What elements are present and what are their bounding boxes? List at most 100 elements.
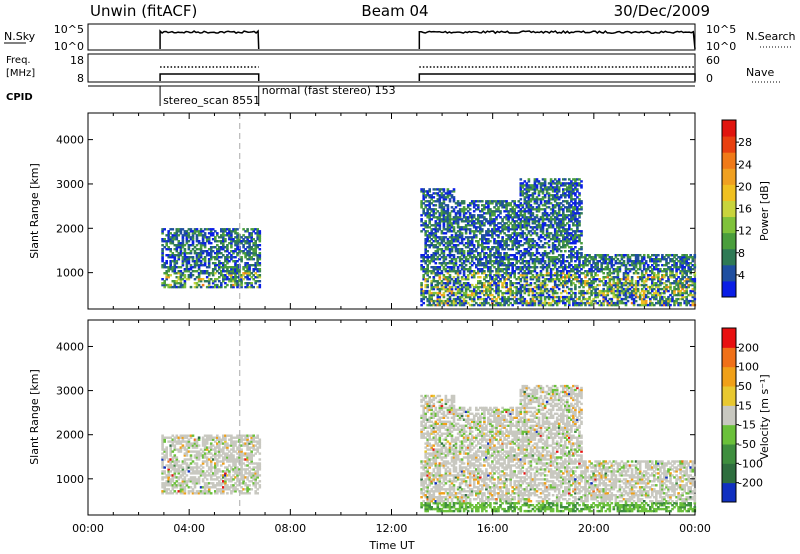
echo-cell — [570, 287, 573, 291]
echo-cell — [529, 258, 533, 261]
echo-cell — [624, 295, 628, 299]
echo-cell — [477, 226, 480, 229]
echo-cell — [470, 256, 474, 259]
echo-cell — [448, 194, 452, 197]
echo-cell — [481, 289, 484, 293]
echo-cell — [551, 190, 555, 193]
echo-cell — [252, 248, 255, 251]
echo-cell — [485, 274, 488, 277]
echo-cell — [420, 188, 423, 191]
echo-cell — [687, 276, 690, 279]
echo-cell — [442, 206, 446, 209]
echo-cell — [517, 266, 521, 269]
echo-cell — [475, 293, 478, 297]
echo-cell — [165, 272, 168, 275]
echo-cell — [640, 274, 644, 277]
echo-cell — [590, 256, 593, 259]
echo-cell — [242, 228, 245, 231]
echo-cell — [574, 200, 577, 203]
echo-cell — [244, 285, 247, 289]
echo-cell — [479, 303, 482, 307]
echo-cell — [513, 270, 516, 273]
echo-cell — [165, 480, 168, 483]
echo-cell — [529, 278, 533, 281]
echo-cell — [203, 262, 207, 265]
echo-cell — [189, 276, 193, 279]
echo-cell — [507, 276, 510, 279]
echo-cell — [448, 214, 452, 217]
echo-cell — [432, 234, 436, 237]
echo-cell — [495, 291, 498, 295]
echo-cell — [479, 214, 482, 217]
echo-cell — [673, 285, 676, 289]
echo-cell — [687, 301, 690, 305]
echo-cell — [622, 291, 626, 295]
echo-cell — [240, 282, 243, 285]
echo-cell — [499, 268, 502, 271]
echo-cell — [566, 256, 569, 259]
echo-cell — [600, 256, 603, 259]
echo-cell — [531, 222, 535, 225]
echo-cell — [689, 293, 692, 297]
echo-cell — [458, 214, 462, 217]
echo-cell — [543, 303, 547, 307]
echo-cell — [464, 228, 468, 231]
echo-cell — [640, 260, 644, 263]
echo-cell — [446, 214, 450, 217]
echo-cell — [568, 228, 571, 231]
echo-cell — [252, 244, 255, 247]
echo-cell — [452, 254, 456, 257]
echo-cell — [169, 440, 172, 443]
echo-cell — [477, 206, 480, 209]
echo-cell — [683, 256, 686, 259]
echo-cell — [527, 208, 531, 211]
echo-cell — [562, 276, 565, 279]
echo-cell — [475, 204, 478, 207]
echo-cell — [497, 285, 500, 289]
echo-cell — [616, 282, 620, 285]
echo-cell — [444, 258, 448, 261]
echo-cell — [576, 222, 579, 225]
echo-cell — [179, 232, 183, 235]
echo-cell — [642, 258, 646, 261]
echo-cell — [497, 276, 500, 279]
echo-cell — [673, 282, 676, 285]
echo-cell — [564, 182, 567, 185]
echo-cell — [444, 196, 448, 199]
echo-cell — [515, 256, 518, 259]
echo-cell — [553, 228, 557, 231]
echo-cell — [434, 192, 438, 195]
power-x-ticks — [87, 113, 696, 309]
echo-cell — [426, 234, 429, 237]
echo-cell — [203, 234, 207, 237]
echo-cell — [422, 258, 425, 261]
echo-cell — [509, 262, 512, 265]
echo-cell — [671, 295, 674, 299]
echo-cell — [167, 466, 170, 469]
echo-cell — [432, 291, 436, 295]
echo-cell — [586, 254, 589, 257]
echo-cell — [238, 238, 241, 241]
echo-cell — [667, 299, 670, 303]
echo-cell — [594, 264, 597, 267]
echo-cell — [242, 238, 245, 241]
echo-cell — [566, 214, 569, 217]
echo-cell — [653, 266, 656, 269]
echo-cell — [222, 234, 225, 237]
echo-cell — [529, 248, 533, 251]
echo-cell — [468, 268, 472, 271]
echo-cell — [501, 228, 504, 231]
echo-cell — [218, 236, 221, 239]
echo-cell — [167, 234, 170, 237]
echo-cell — [468, 204, 472, 207]
echo-cell — [258, 270, 262, 273]
echo-cell — [444, 264, 448, 267]
echo-cell — [545, 234, 549, 237]
echo-cell — [541, 178, 545, 181]
echo-cell — [572, 212, 575, 215]
echo-cell — [424, 250, 427, 253]
echo-cell — [452, 293, 456, 297]
echo-cell — [651, 282, 654, 285]
freq-unit-label: [MHz] — [6, 68, 35, 79]
echo-cell — [614, 268, 618, 271]
